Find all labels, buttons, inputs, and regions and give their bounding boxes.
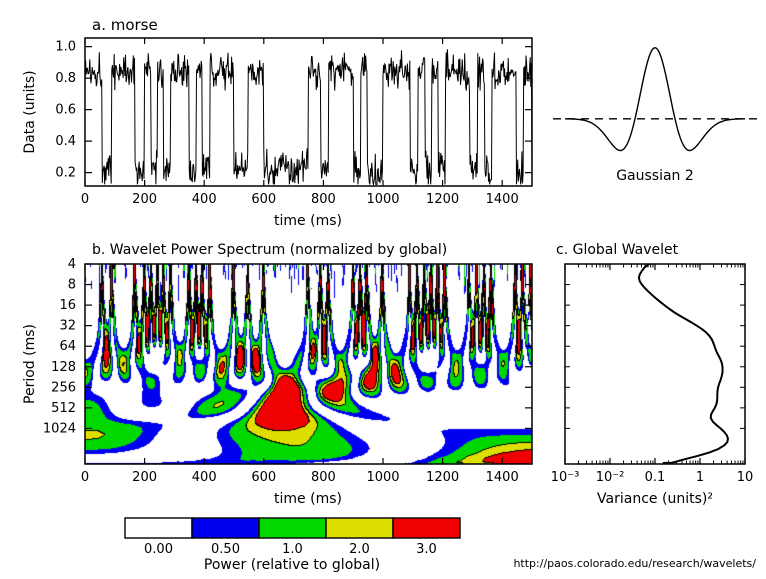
tick-label: 0 [81,192,89,207]
tick-label: 1000 [366,470,399,485]
tick-label: 0.1 [645,470,666,485]
tick-label: 1200 [426,192,459,207]
tick-label: 0.6 [55,103,76,118]
tick-label: 1.0 [282,542,303,557]
footer-url: http://paos.colorado.edu/research/wavele… [513,557,756,570]
panel-b-xlabel: time (ms) [274,491,342,507]
panel-a-ylabel: Data (units) [22,70,38,154]
tick-label: 1200 [426,470,459,485]
tick-label: 3.0 [416,542,437,557]
tick-label: 16 [59,298,76,313]
tick-label: 600 [251,192,276,207]
tick-label: 128 [51,360,76,375]
tick-label: 400 [192,470,217,485]
tick-label: 0.00 [144,542,173,557]
tick-label: 0 [81,470,89,485]
colorbar [124,517,461,539]
tick-label: 0.4 [55,134,76,149]
panel-a-title: a. morse [92,16,158,34]
tick-label: 256 [51,380,76,395]
tick-label: 8 [68,278,76,293]
tick-label: 2.0 [349,542,370,557]
global-wavelet-curve [637,263,730,464]
colorbar-segment [392,517,461,539]
colorbar-segment [191,517,260,539]
tick-label: 1400 [486,192,519,207]
tick-label: 64 [59,339,76,354]
tick-label: 1024 [43,421,76,436]
colorbar-segment [325,517,394,539]
tick-label: 0.50 [211,542,240,557]
colorbar-segment [258,517,327,539]
wavelet-power-heatmap [85,264,532,464]
tick-label: 800 [311,192,336,207]
tick-label: 1.0 [55,40,76,55]
tick-label: 200 [132,192,157,207]
tick-label: 600 [251,470,276,485]
tick-label: 400 [192,192,217,207]
tick-label: 800 [311,470,336,485]
panel-b-frame [84,263,533,465]
panel-b-title: b. Wavelet Power Spectrum (normalized by… [92,242,448,258]
tick-label: 1400 [486,470,519,485]
panel-c-frame [564,263,746,465]
tick-label: 1 [696,470,704,485]
colorbar-segment [124,517,193,539]
tick-label: 10⁻² [596,470,625,485]
tick-label: 4 [68,257,76,272]
panel-c-xlabel: Variance (units)² [597,491,713,507]
panel-a-xlabel: time (ms) [274,213,342,229]
mother-wavelet-curve [565,46,745,152]
morse-signal-line [84,49,533,187]
tick-label: 10 [737,470,754,485]
tick-label: 200 [132,470,157,485]
mother-wavelet-label: Gaussian 2 [616,168,694,184]
tick-label: 1000 [366,192,399,207]
tick-label: 32 [59,319,76,334]
panel-b-ylabel: Period (ms) [22,324,38,404]
colorbar-title: Power (relative to global) [203,557,381,573]
tick-label: 512 [51,401,76,416]
panel-c-title: c. Global Wavelet [556,242,679,258]
tick-label: 0.2 [55,166,76,181]
tick-label: 10⁻³ [551,470,580,485]
tick-label: 0.8 [55,71,76,86]
